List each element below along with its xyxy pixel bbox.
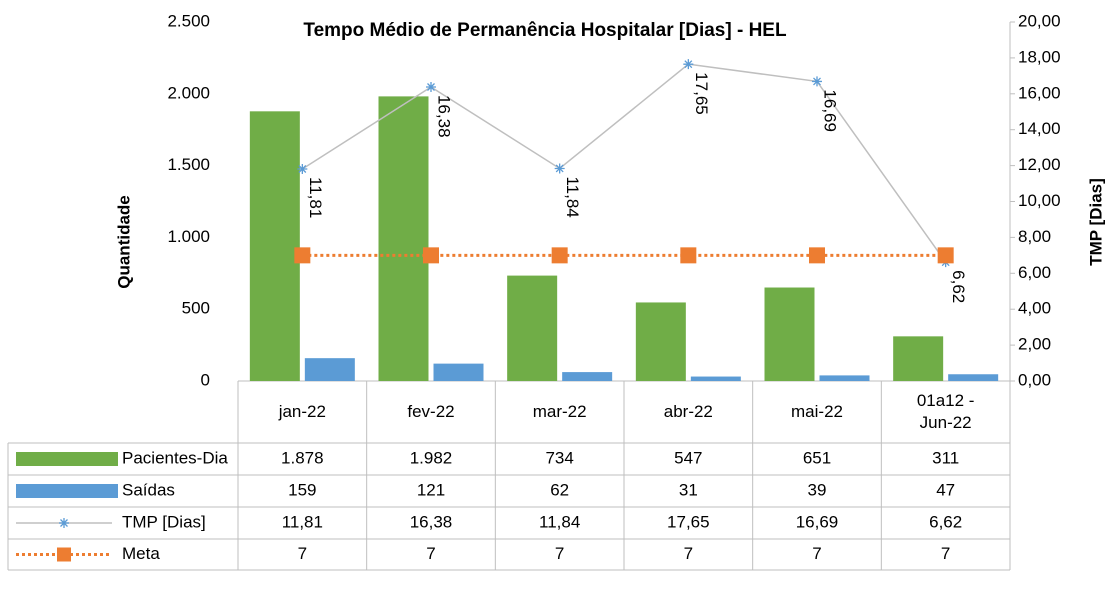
legend-label: TMP [Dias] [122, 512, 206, 531]
table-value: 1.982 [410, 448, 453, 467]
table-value: 7 [684, 544, 693, 563]
legend-key [16, 484, 118, 498]
bar [507, 275, 558, 381]
table-value: 7 [812, 544, 821, 563]
table-value: 16,69 [796, 512, 839, 531]
y2-tick-label: 2,00 [1018, 335, 1051, 354]
x-tick-label: fev-22 [407, 402, 455, 421]
x-tick-label: jan-22 [278, 402, 326, 421]
line-marker [59, 518, 69, 528]
x-tick-label: mar-22 [532, 402, 587, 421]
line-marker [812, 76, 822, 87]
line-marker [294, 247, 311, 264]
bar [249, 111, 300, 381]
y2-tick-label: 8,00 [1018, 227, 1051, 246]
y2-axis-title: TMP [Dias] [1086, 178, 1105, 266]
table-value: 31 [679, 480, 698, 499]
line-marker [809, 247, 825, 264]
table-value: 1.878 [281, 448, 324, 467]
x-tick-label: abr-22 [663, 402, 713, 421]
table-value: 159 [288, 480, 316, 499]
line-marker [554, 163, 565, 174]
y2-tick-label: 12,00 [1018, 155, 1061, 174]
table-value: 311 [932, 448, 959, 467]
bar [893, 336, 944, 381]
bar [562, 372, 613, 381]
y2-tick-label: 4,00 [1018, 299, 1051, 318]
table-value: 7 [941, 544, 950, 563]
bar [819, 375, 870, 381]
legend-label: Saídas [122, 480, 175, 499]
line-marker [426, 81, 436, 92]
legend-label: Pacientes-Dia [122, 448, 228, 467]
y2-tick-label: 16,00 [1018, 83, 1061, 102]
line [301, 63, 947, 263]
legend-key [16, 452, 118, 466]
y-tick-label: 500 [182, 299, 210, 318]
bar [304, 358, 355, 381]
table-value: 62 [550, 480, 569, 499]
line-marker [680, 247, 697, 264]
y-axis-title: Quantidade [114, 195, 133, 289]
legend-label: Meta [122, 544, 160, 563]
table-value: 16,38 [410, 512, 453, 531]
line-marker [423, 247, 439, 264]
table-value: 7 [426, 544, 435, 563]
y-tick-label: 2.000 [167, 83, 210, 102]
y2-tick-label: 6,00 [1018, 263, 1051, 282]
table-value: 121 [417, 480, 445, 499]
chart-title: Tempo Médio de Permanência Hospitalar [D… [303, 20, 787, 41]
y-tick-label: 2.500 [167, 11, 210, 30]
data-label: 16,38 [435, 95, 454, 138]
y-tick-label: 1.500 [167, 155, 210, 174]
bar [948, 374, 999, 381]
line-marker [297, 164, 308, 175]
line-marker [551, 247, 568, 264]
table-value: 11,81 [282, 512, 323, 531]
bar [764, 287, 815, 381]
table-value: 6,62 [929, 512, 962, 531]
table-value: 7 [555, 544, 564, 563]
bar [378, 96, 429, 382]
table-value: 11,84 [539, 512, 580, 531]
bar [690, 376, 741, 381]
table-value: 17,65 [667, 512, 710, 531]
table-value: 47 [936, 480, 955, 499]
table-value: 734 [545, 448, 573, 467]
y2-tick-label: 10,00 [1018, 191, 1061, 210]
y2-tick-label: 18,00 [1018, 47, 1061, 66]
table-value: 651 [803, 448, 831, 467]
y2-tick-label: 20,00 [1018, 11, 1061, 30]
bar [433, 363, 484, 381]
legend-key [57, 547, 71, 562]
line-marker [683, 59, 694, 70]
data-label: 11,84 [563, 176, 582, 217]
y-tick-label: 0 [201, 370, 210, 389]
data-label: 17,65 [692, 72, 711, 115]
table-value: 39 [808, 480, 827, 499]
line-marker [937, 247, 954, 264]
table-value: 547 [674, 448, 702, 467]
x-tick-label: 01a12 - Jun-22 [916, 391, 975, 432]
data-label: 11,81 [306, 177, 325, 218]
y2-tick-label: 14,00 [1018, 119, 1061, 138]
y2-tick-label: 0,00 [1018, 370, 1051, 389]
y-tick-label: 1.000 [167, 227, 210, 246]
table-value: 7 [298, 544, 307, 563]
x-tick-label: mai-22 [791, 402, 843, 421]
data-label: 6,62 [949, 270, 968, 303]
data-label: 16,69 [821, 89, 840, 132]
bar [635, 302, 686, 381]
